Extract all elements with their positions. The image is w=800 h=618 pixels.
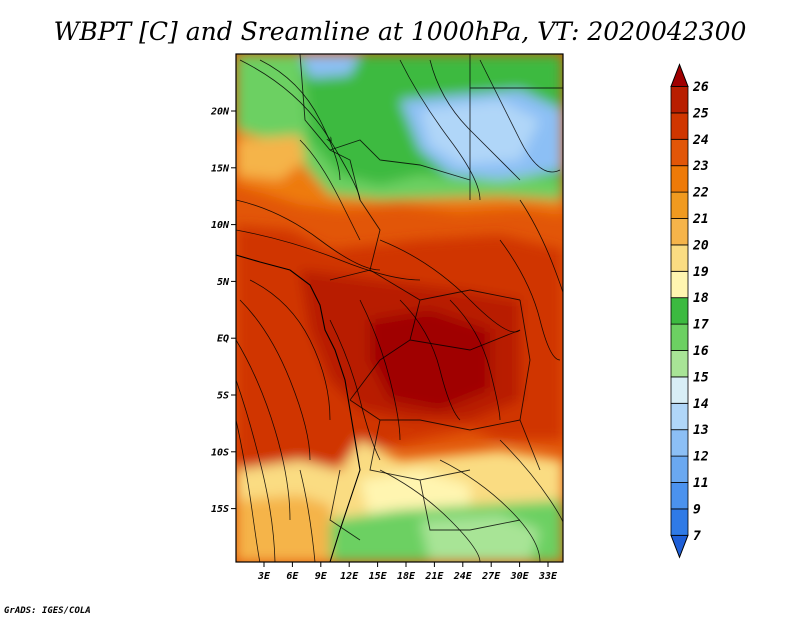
wbpt-color-field	[236, 54, 563, 562]
colorbar-label: 21	[692, 212, 709, 227]
colorbar-label: 19	[693, 265, 709, 280]
colorbar-swatch	[670, 191, 689, 219]
lon-tick-label: 33E	[538, 571, 558, 582]
lon-tick-label: 15E	[369, 571, 388, 582]
lat-tick-label: 10N	[211, 220, 230, 231]
colorbar-swatch	[670, 138, 689, 167]
colorbar-swatch	[670, 112, 689, 140]
colorbar-swatch	[670, 455, 689, 483]
lon-tick-label: 3E	[257, 571, 271, 582]
lon-tick-label: 18E	[397, 571, 416, 582]
colorbar-label: 9	[693, 502, 701, 517]
colorbar-swatch	[670, 350, 689, 378]
colorbar-swatch	[670, 86, 689, 114]
lat-tick-label: 20N	[210, 107, 230, 118]
lat-tick-label: 15N	[211, 163, 230, 174]
colorbar-swatch	[670, 429, 689, 457]
colorbar-label: 12	[693, 450, 709, 465]
colorbar-top-arrow	[670, 63, 689, 87]
colorbar-label: 20	[692, 238, 709, 253]
longitude-axis: 3E 6E 9E 12E 15E 18E 21E 24E 27E 30E 33E	[257, 562, 558, 582]
lon-tick-label: 6E	[286, 571, 299, 582]
country-borders	[299, 54, 563, 541]
lon-tick-label: 27E	[481, 571, 501, 582]
latitude-axis: 20N 15N 10N 5N EQ 5S 10S 15S	[210, 107, 236, 515]
colorbar-label: 7	[693, 529, 701, 544]
colorbar: 7 9 11 12 13 14 15 16 17 18 19 20 21 22 23 24 25 26	[670, 63, 709, 559]
colorbar-swatch	[670, 508, 689, 536]
lon-tick-label: 9E	[315, 571, 328, 582]
grads-credit: GrADS: IGES/COLA	[4, 606, 91, 616]
colorbar-label: 15	[693, 370, 709, 385]
colorbar-swatch	[670, 376, 689, 404]
colorbar-label: 18	[693, 291, 709, 306]
colorbar-label: 26	[692, 80, 709, 95]
colorbar-label: 22	[692, 186, 709, 201]
colorbar-label: 11	[693, 476, 709, 491]
lat-tick-label: 10S	[211, 447, 229, 458]
colorbar-label: 17	[693, 318, 709, 333]
lon-tick-label: 21E	[424, 571, 444, 582]
map-panel	[236, 54, 563, 562]
colorbar-label: 23	[692, 159, 709, 174]
colorbar-swatch	[670, 297, 689, 325]
colorbar-label: 24	[692, 133, 709, 148]
colorbar-swatch	[670, 323, 689, 351]
lon-tick-label: 24E	[453, 571, 473, 582]
colorbar-swatch	[670, 244, 689, 272]
lat-tick-label: 15S	[211, 504, 229, 515]
coastline	[236, 254, 361, 562]
colorbar-label: 16	[693, 344, 709, 359]
colorbar-swatch	[670, 165, 689, 193]
colorbar-bottom-arrow	[670, 534, 689, 559]
colorbar-label: 13	[693, 423, 709, 438]
lon-tick-label: 30E	[510, 571, 530, 582]
lat-tick-label: 5S	[217, 391, 229, 402]
map-title: WBPT [C] and Sreamline at 1000hPa, VT: 2…	[54, 17, 747, 46]
colorbar-label: 14	[693, 397, 709, 412]
lat-tick-label: 5N	[217, 277, 230, 288]
lon-tick-label: 12E	[340, 571, 359, 582]
streamlines	[236, 59, 563, 562]
colorbar-label: 25	[692, 106, 709, 121]
colorbar-swatch	[670, 402, 689, 431]
colorbar-swatch	[670, 270, 689, 299]
colorbar-swatch	[670, 482, 689, 510]
lat-tick-label: EQ	[217, 334, 229, 345]
map-frame	[235, 53, 564, 563]
colorbar-swatch	[670, 218, 689, 246]
